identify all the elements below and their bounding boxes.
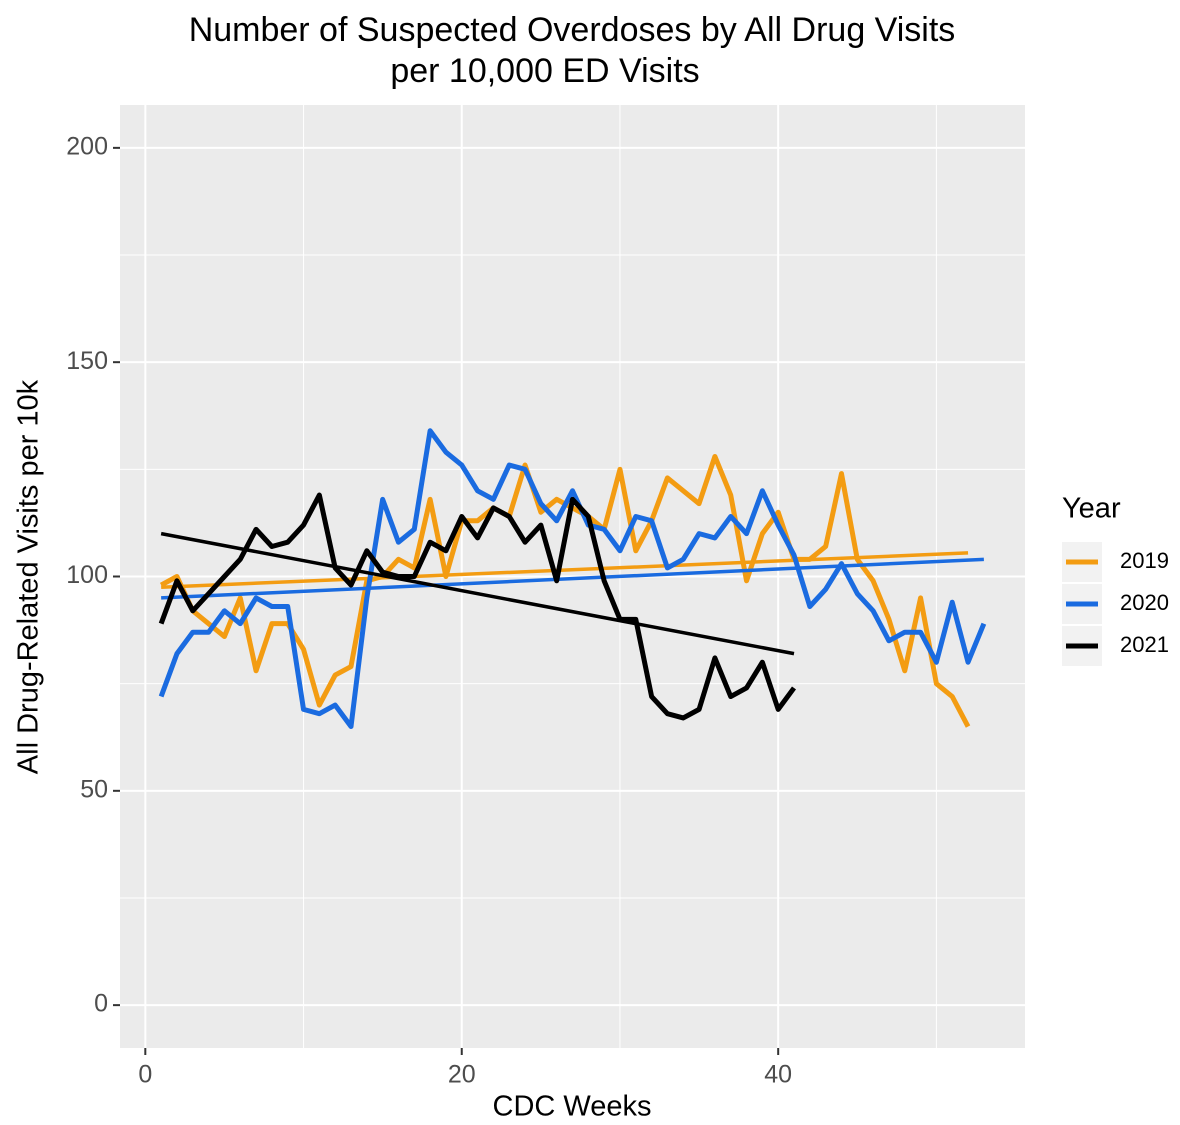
y-tick-label: 50 bbox=[80, 775, 108, 803]
x-tick-label: 0 bbox=[138, 1061, 152, 1089]
y-axis-label: All Drug-Related Visits per 10k bbox=[13, 379, 45, 774]
y-tick-label: 200 bbox=[66, 132, 108, 160]
x-tick-label: 20 bbox=[448, 1061, 476, 1089]
chart-title: per 10,000 ED Visits bbox=[390, 52, 699, 90]
x-tick-label: 40 bbox=[764, 1061, 792, 1089]
legend-label: 2021 bbox=[1120, 632, 1169, 657]
y-tick-label: 100 bbox=[66, 561, 108, 589]
legend-title: Year bbox=[1062, 493, 1121, 525]
x-axis-label: CDC Weeks bbox=[493, 1091, 652, 1123]
trend-line bbox=[160, 531, 795, 656]
y-tick-label: 0 bbox=[94, 990, 108, 1018]
series-line bbox=[158, 428, 987, 730]
y-tick-label: 150 bbox=[66, 347, 108, 375]
legend-label: 2020 bbox=[1120, 590, 1169, 615]
legend-label: 2019 bbox=[1120, 548, 1169, 573]
chart-title: Number of Suspected Overdoses by All Dru… bbox=[189, 11, 956, 49]
series-line bbox=[158, 492, 797, 721]
trend-line bbox=[161, 551, 969, 589]
trend-line bbox=[161, 557, 984, 600]
